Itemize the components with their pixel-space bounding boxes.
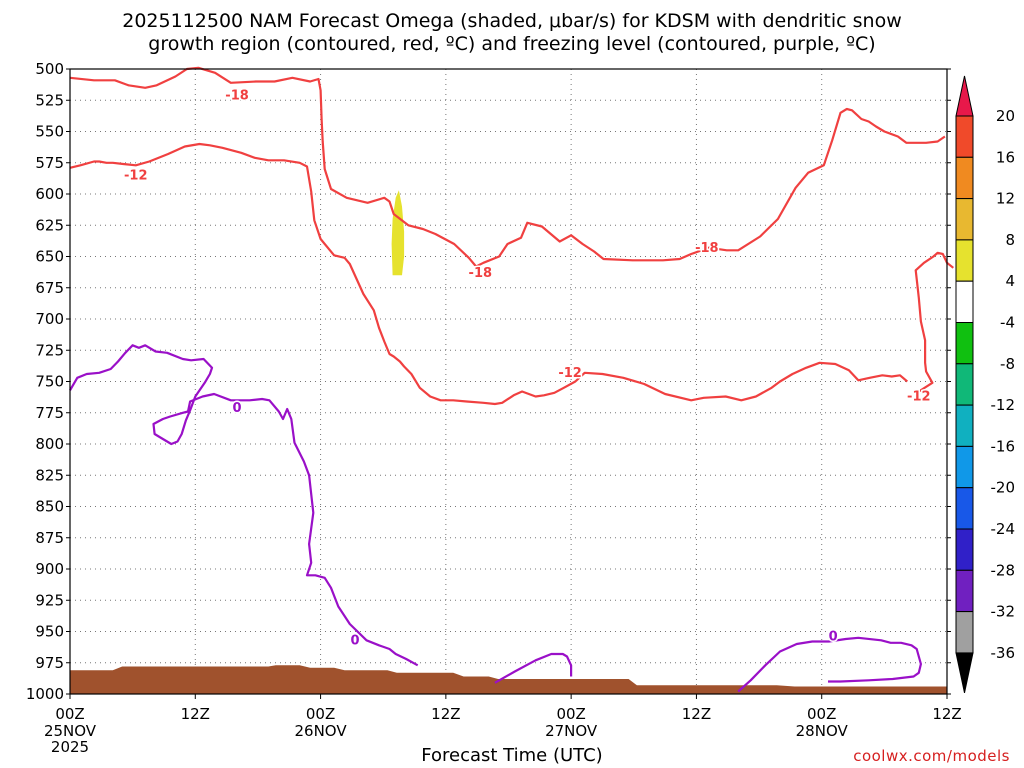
colorbar-segment (955, 115, 974, 158)
colorbar-label: -8 (1000, 355, 1015, 373)
dendritic-contour-line (69, 66, 946, 268)
colorbar-segment (955, 198, 974, 241)
y-tick-label: 925 (35, 591, 64, 609)
colorbar-bottom-arrow (955, 652, 974, 694)
colorbar-segment (955, 487, 974, 530)
y-tick-label: 875 (35, 529, 64, 547)
freezing-contour-label: 0 (233, 401, 242, 416)
colorbar-segment (955, 280, 974, 324)
colorbar-segment (955, 445, 974, 489)
dendritic-contour-label: -18 (469, 266, 493, 281)
colorbar-label: -16 (991, 437, 1016, 455)
y-tick-label: 750 (35, 373, 64, 391)
freezing-level-contour-line (494, 652, 573, 684)
dendritic-contour-line (69, 142, 909, 406)
colorbar-label: 4 (1005, 272, 1015, 290)
y-tick-label: 500 (35, 60, 64, 78)
freezing-level-contour-line (69, 344, 419, 667)
x-tick-label: 00Z (306, 705, 335, 723)
colorbar-label: -24 (991, 520, 1016, 538)
y-tick-label: 1000 (26, 685, 64, 703)
dendritic-contour-label: -18 (225, 88, 249, 103)
colorbar-segment (955, 156, 974, 200)
colorbar-label: -12 (991, 396, 1016, 414)
colorbar-label: 8 (1005, 231, 1015, 249)
dendritic-contour-label: -12 (907, 390, 931, 405)
colorbar-label: -36 (991, 644, 1016, 662)
colorbar-segment (955, 404, 974, 447)
terrain-fill (70, 665, 947, 694)
chart-title-line-1: 2025112500 NAM Forecast Omega (shaded, μ… (122, 10, 902, 32)
y-tick-label: 950 (35, 623, 64, 641)
freezing-level-contour-line (737, 636, 923, 693)
x-tick-year-label: 2025 (51, 738, 89, 756)
x-tick-label: 12Z (682, 705, 711, 723)
y-tick-label: 825 (35, 466, 64, 484)
y-tick-label: 575 (35, 154, 64, 172)
y-tick-label: 600 (35, 185, 64, 203)
omega-shaded-area (391, 190, 405, 276)
dendritic-contour-line (914, 251, 954, 393)
x-tick-date-label: 26NOV (295, 722, 348, 740)
colorbar-segment (955, 569, 974, 613)
y-tick-label: 675 (35, 279, 64, 297)
dendritic-contour-label: -12 (558, 366, 582, 381)
dendritic-contour-label: -18 (695, 241, 719, 256)
x-tick-date-label: 28NOV (796, 722, 849, 740)
colorbar-segment (955, 322, 974, 365)
x-tick-label: 12Z (181, 705, 210, 723)
colorbar-top-arrow (955, 75, 974, 117)
x-tick-label: 12Z (932, 705, 961, 723)
freezing-contour-label: 0 (829, 630, 838, 645)
y-tick-label: 775 (35, 404, 64, 422)
dendritic-contour-label: -12 (124, 168, 148, 183)
x-tick-label: 00Z (807, 705, 836, 723)
colorbar-label: -4 (1000, 314, 1015, 332)
colorbar-segment (955, 528, 974, 571)
y-tick-label: 725 (35, 341, 64, 359)
y-tick-label: 550 (35, 123, 64, 141)
colorbar-segment (955, 363, 974, 406)
chart-title-line-2: growth region (contoured, red, ºC) and f… (148, 33, 876, 55)
y-tick-label: 900 (35, 560, 64, 578)
x-tick-label: 12Z (431, 705, 460, 723)
x-tick-date-label: 27NOV (545, 722, 598, 740)
y-tick-label: 850 (35, 498, 64, 516)
colorbar-segment (955, 611, 974, 654)
colorbar-label: 16 (996, 148, 1015, 166)
y-tick-label: 700 (35, 310, 64, 328)
colorbar-label: -20 (991, 479, 1016, 497)
x-tick-label: 00Z (55, 705, 84, 723)
colorbar-label: -32 (991, 603, 1016, 621)
credit-text[interactable]: coolwx.com/models (853, 747, 1010, 765)
x-tick-date-label: 25NOV (44, 722, 97, 740)
colorbar-segment (955, 239, 974, 282)
y-tick-label: 525 (35, 91, 64, 109)
y-tick-label: 625 (35, 216, 64, 234)
x-axis-title: Forecast Time (UTC) (421, 745, 603, 766)
y-tick-label: 650 (35, 248, 64, 266)
colorbar-label: 20 (996, 107, 1015, 125)
colorbar-label: -28 (991, 561, 1016, 579)
x-tick-label: 00Z (556, 705, 585, 723)
y-tick-label: 800 (35, 435, 64, 453)
y-tick-label: 975 (35, 654, 64, 672)
freezing-contour-label: 0 (351, 633, 360, 648)
colorbar-label: 12 (996, 190, 1015, 208)
